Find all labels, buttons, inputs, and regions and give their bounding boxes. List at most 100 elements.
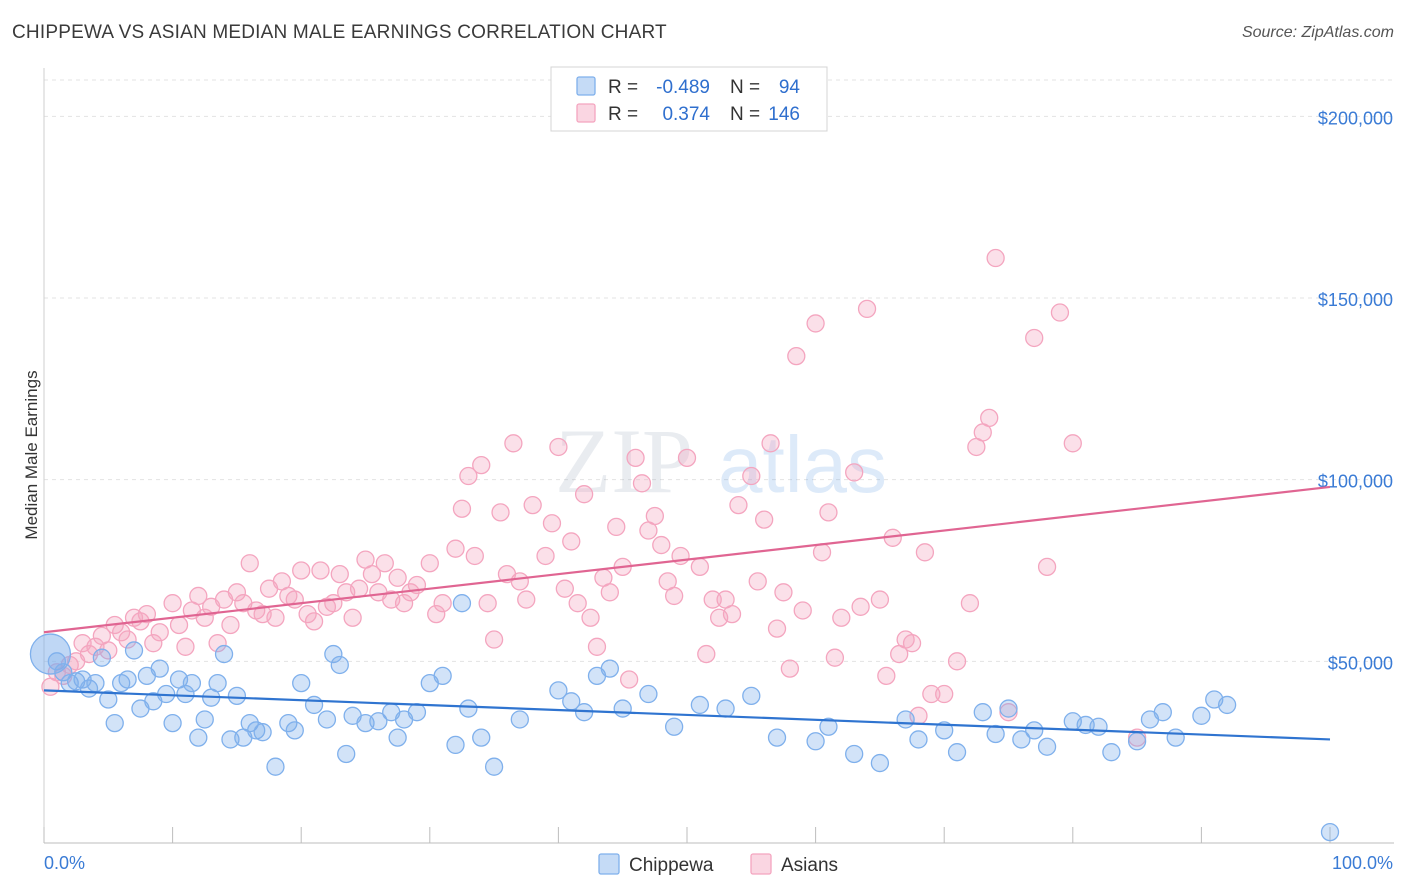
y-axis-title: Median Male Earnings <box>22 370 41 539</box>
point-asians <box>774 583 793 602</box>
point-asians <box>452 499 472 518</box>
point-chippewa <box>292 673 311 693</box>
gridlines <box>44 79 1394 662</box>
point-asians <box>787 346 806 366</box>
point-asians <box>793 601 812 620</box>
point-asians <box>806 314 825 333</box>
point-chippewa <box>92 648 112 667</box>
point-asians <box>394 594 414 613</box>
point-chippewa <box>947 743 967 762</box>
point-chippewa <box>459 699 478 718</box>
point-asians <box>562 532 581 551</box>
point-chippewa <box>716 699 735 718</box>
point-chippewa <box>330 655 349 675</box>
point-chippewa <box>214 644 234 664</box>
point-asians <box>600 583 619 602</box>
point-asians <box>189 586 208 606</box>
point-asians <box>986 248 1005 268</box>
point-asians <box>1025 328 1044 348</box>
point-asians <box>902 634 922 653</box>
point-asians <box>542 514 562 533</box>
point-chippewa <box>118 670 137 689</box>
point-asians <box>388 568 407 587</box>
point-chippewa <box>909 730 928 749</box>
point-asians <box>851 597 870 616</box>
point-asians <box>472 455 491 475</box>
point-chippewa <box>1037 737 1057 756</box>
point-asians <box>935 684 954 704</box>
point-chippewa <box>124 641 144 660</box>
point-asians <box>163 594 182 613</box>
point-asians <box>311 561 330 580</box>
point-chippewa <box>973 703 992 722</box>
series-legend-label-asians: Asians <box>781 855 838 876</box>
point-asians <box>748 572 767 591</box>
point-asians <box>870 590 890 609</box>
legend-n-value-chippewa: 94 <box>779 77 801 98</box>
point-chippewa <box>999 699 1018 718</box>
data-points <box>29 248 1340 842</box>
source-label: Source: ZipAtlas.com <box>1241 24 1394 41</box>
point-asians <box>375 554 394 573</box>
point-asians <box>619 670 639 689</box>
point-chippewa <box>484 757 504 776</box>
series-legend-swatch-asians <box>750 853 772 875</box>
legend-n-label: N = <box>730 77 760 98</box>
point-asians <box>587 637 607 656</box>
point-chippewa <box>767 728 787 747</box>
x-tick-label-end: 100.0% <box>1332 853 1393 873</box>
point-chippewa <box>472 728 491 747</box>
legend-r-label: R = <box>608 77 638 98</box>
point-asians <box>150 623 169 642</box>
point-asians <box>922 684 941 704</box>
point-asians <box>349 579 369 598</box>
y-tick-label: $50,000 <box>1328 653 1393 673</box>
point-asians <box>208 634 227 653</box>
point-asians <box>574 485 594 504</box>
watermark-atlas: atlas <box>718 420 887 509</box>
point-asians <box>697 644 716 664</box>
point-chippewa <box>1320 822 1340 842</box>
series-legend-swatch-chippewa <box>598 853 620 875</box>
point-chippewa <box>324 644 343 664</box>
legend-r-value-asians: 0.374 <box>662 104 710 125</box>
point-asians <box>845 463 864 482</box>
point-chippewa <box>690 695 710 715</box>
point-asians <box>703 590 722 609</box>
x-tick-label-start: 0.0% <box>44 853 85 873</box>
point-asians <box>915 543 935 562</box>
point-chippewa <box>266 757 285 776</box>
legend-r-value-chippewa: -0.489 <box>656 77 710 98</box>
point-chippewa <box>1089 717 1108 736</box>
point-asians <box>722 604 742 624</box>
point-asians <box>677 448 697 468</box>
y-tick-label: $100,000 <box>1318 472 1393 492</box>
point-chippewa <box>240 713 259 733</box>
point-asians <box>298 604 317 624</box>
point-asians <box>1050 303 1070 322</box>
point-asians <box>227 583 247 602</box>
point-chippewa <box>742 686 761 705</box>
point-asians <box>427 604 446 624</box>
point-asians <box>832 608 851 627</box>
point-chippewa <box>664 717 684 736</box>
point-asians <box>144 634 163 653</box>
point-asians <box>767 619 787 638</box>
point-chippewa <box>47 652 67 671</box>
point-asians <box>478 594 497 613</box>
point-chippewa <box>452 594 472 613</box>
point-asians <box>761 434 780 453</box>
point-asians <box>664 586 684 606</box>
x-tick-labels: 0.0% 100.0% <box>44 853 1393 873</box>
point-asians <box>491 503 510 522</box>
legend-n-label: N = <box>730 104 760 125</box>
point-asians <box>459 466 478 486</box>
point-chippewa <box>1153 703 1172 722</box>
point-chippewa <box>1217 695 1237 715</box>
y-tick-labels: $50,000 $100,000 $150,000 $200,000 <box>1318 108 1393 673</box>
point-asians <box>362 564 382 584</box>
point-asians <box>626 448 645 468</box>
point-chippewa <box>369 712 388 731</box>
point-asians <box>266 608 285 627</box>
point-chippewa <box>182 673 202 693</box>
